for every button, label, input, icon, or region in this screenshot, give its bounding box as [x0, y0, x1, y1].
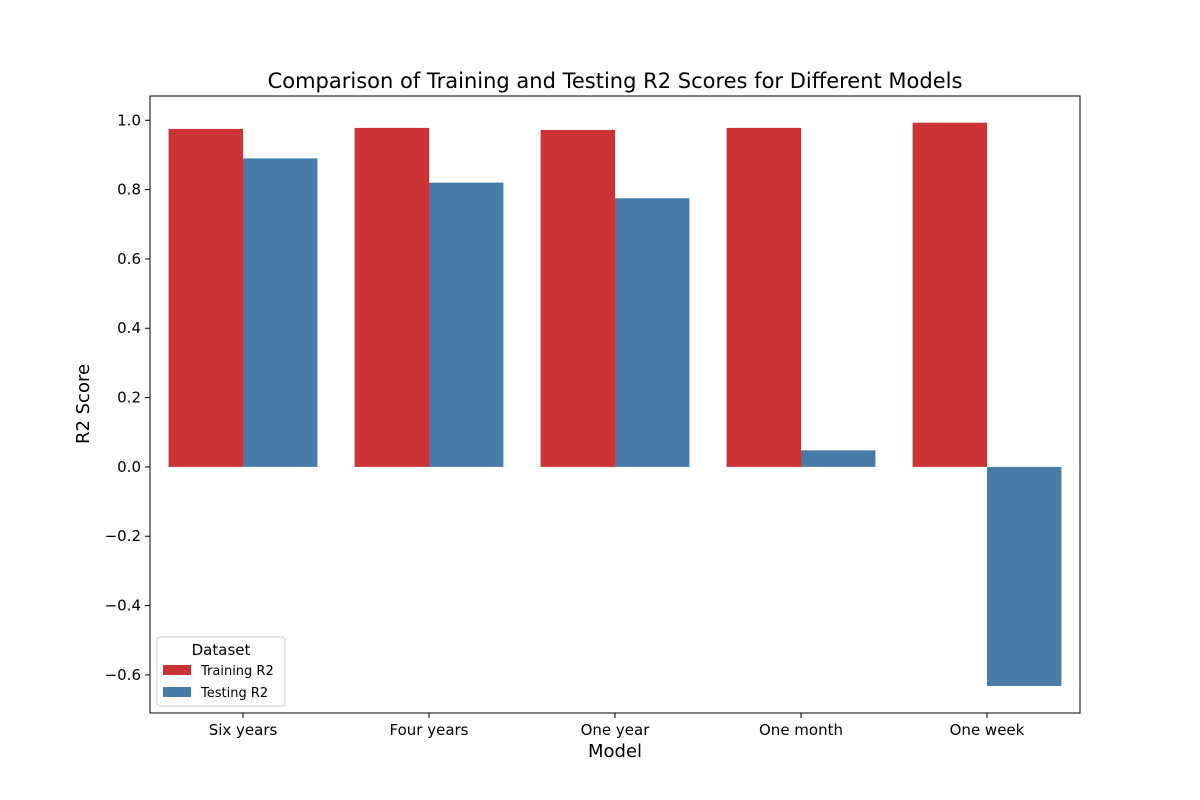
y-tick-label: −0.2 — [105, 527, 141, 545]
bar-training-r2-four-years — [354, 127, 429, 467]
y-tick-label: −0.4 — [105, 597, 141, 615]
y-axis: −0.6 −0.4 −0.2 0.0 0.2 0.4 0.6 0.8 1.0 — [105, 111, 150, 684]
y-tick-label: 0.8 — [117, 181, 141, 199]
y-tick-label: 0.4 — [117, 319, 141, 337]
x-tick-label: Six years — [209, 721, 278, 739]
y-tick-label: 0.2 — [117, 389, 141, 407]
y-tick-label: −0.6 — [105, 666, 141, 684]
y-tick-label: 0.6 — [117, 250, 141, 268]
y-tick-label: 1.0 — [117, 111, 141, 129]
x-axis-label: Model — [588, 741, 642, 762]
y-tick-label: 0.0 — [117, 458, 141, 476]
x-tick-label: One week — [950, 721, 1025, 739]
chart-title: Comparison of Training and Testing R2 Sc… — [268, 69, 963, 93]
plot-frame — [149, 95, 1081, 714]
x-axis: Six years Four years One year One month One … — [209, 713, 1025, 739]
bars-group — [168, 122, 1062, 686]
x-tick-label: One year — [581, 721, 651, 739]
bar-testing-r2-six-years — [243, 158, 318, 467]
x-tick-label: Four years — [390, 721, 469, 739]
legend-title: Dataset — [192, 641, 251, 659]
bar-training-r2-six-years — [168, 128, 243, 467]
bar-training-r2-one-month — [726, 127, 801, 467]
bar-training-r2-one-week — [912, 122, 987, 467]
bar-testing-r2-one-month — [801, 450, 876, 467]
legend-label-training: Training R2 — [200, 664, 274, 679]
legend-swatch-testing — [163, 687, 191, 697]
bar-training-r2-one-year — [540, 129, 615, 467]
x-tick-label: One month — [759, 721, 843, 739]
legend-label-testing: Testing R2 — [200, 686, 268, 701]
bar-testing-r2-four-years — [429, 182, 504, 467]
y-axis-label: R2 Score — [73, 364, 94, 444]
bar-testing-r2-one-year — [615, 198, 690, 467]
legend: Dataset Training R2 Testing R2 — [156, 636, 286, 707]
bar-testing-r2-one-week — [987, 466, 1062, 686]
legend-swatch-training — [163, 665, 191, 675]
